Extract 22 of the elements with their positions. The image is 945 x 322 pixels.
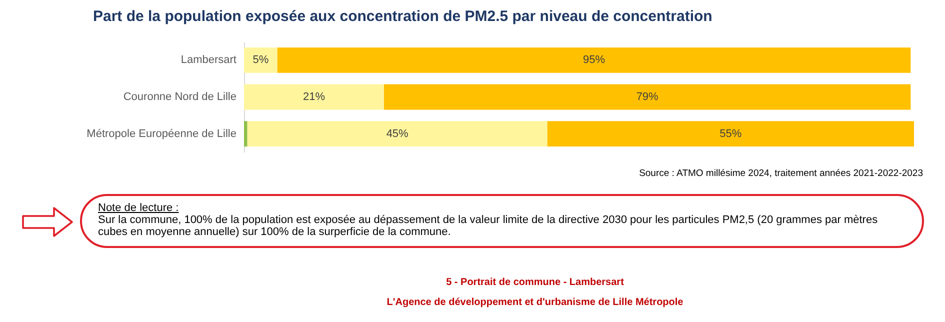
data-label: 5% — [252, 54, 269, 66]
data-label: 21% — [302, 91, 326, 103]
text: Note de lecture : — [98, 202, 180, 214]
text: 5 - Portrait de commune - Lambersart — [445, 277, 625, 288]
data-label: 55% — [720, 128, 742, 140]
chart-title: Part de la population exposée aux concentration de PM2.5 par niveau de concentration — [93, 8, 712, 25]
bar — [244, 84, 384, 110]
data-label: 45% — [386, 128, 409, 140]
bar — [384, 84, 911, 110]
y-tick-label: Couronne Nord de Lille — [123, 91, 236, 103]
y-tick-label: Lambersart — [180, 54, 236, 66]
text: Sur la commune, 100% de la population est exposée au dépassement de la valeur limite de la directive 2030 pour les particules PM2,5 (20 grammes par mètres cubes en moyenne annuelle) sur 100% de la surperficie de la commune. — [98, 214, 879, 238]
source-note: Source : ATMO millésime 2024, traitement années 2021-2022-2023 — [639, 168, 923, 179]
bar — [277, 48, 911, 73]
bar — [244, 121, 248, 146]
bar — [244, 48, 278, 73]
data-label: 95% — [582, 54, 606, 66]
bar — [547, 121, 914, 146]
bar — [247, 121, 548, 146]
text: L'Agence de développement et d'urbanisme de Lille Métropole — [386, 297, 684, 308]
y-tick-label: Métropole Européenne de Lille — [86, 128, 236, 140]
data-label: 79% — [636, 91, 659, 103]
